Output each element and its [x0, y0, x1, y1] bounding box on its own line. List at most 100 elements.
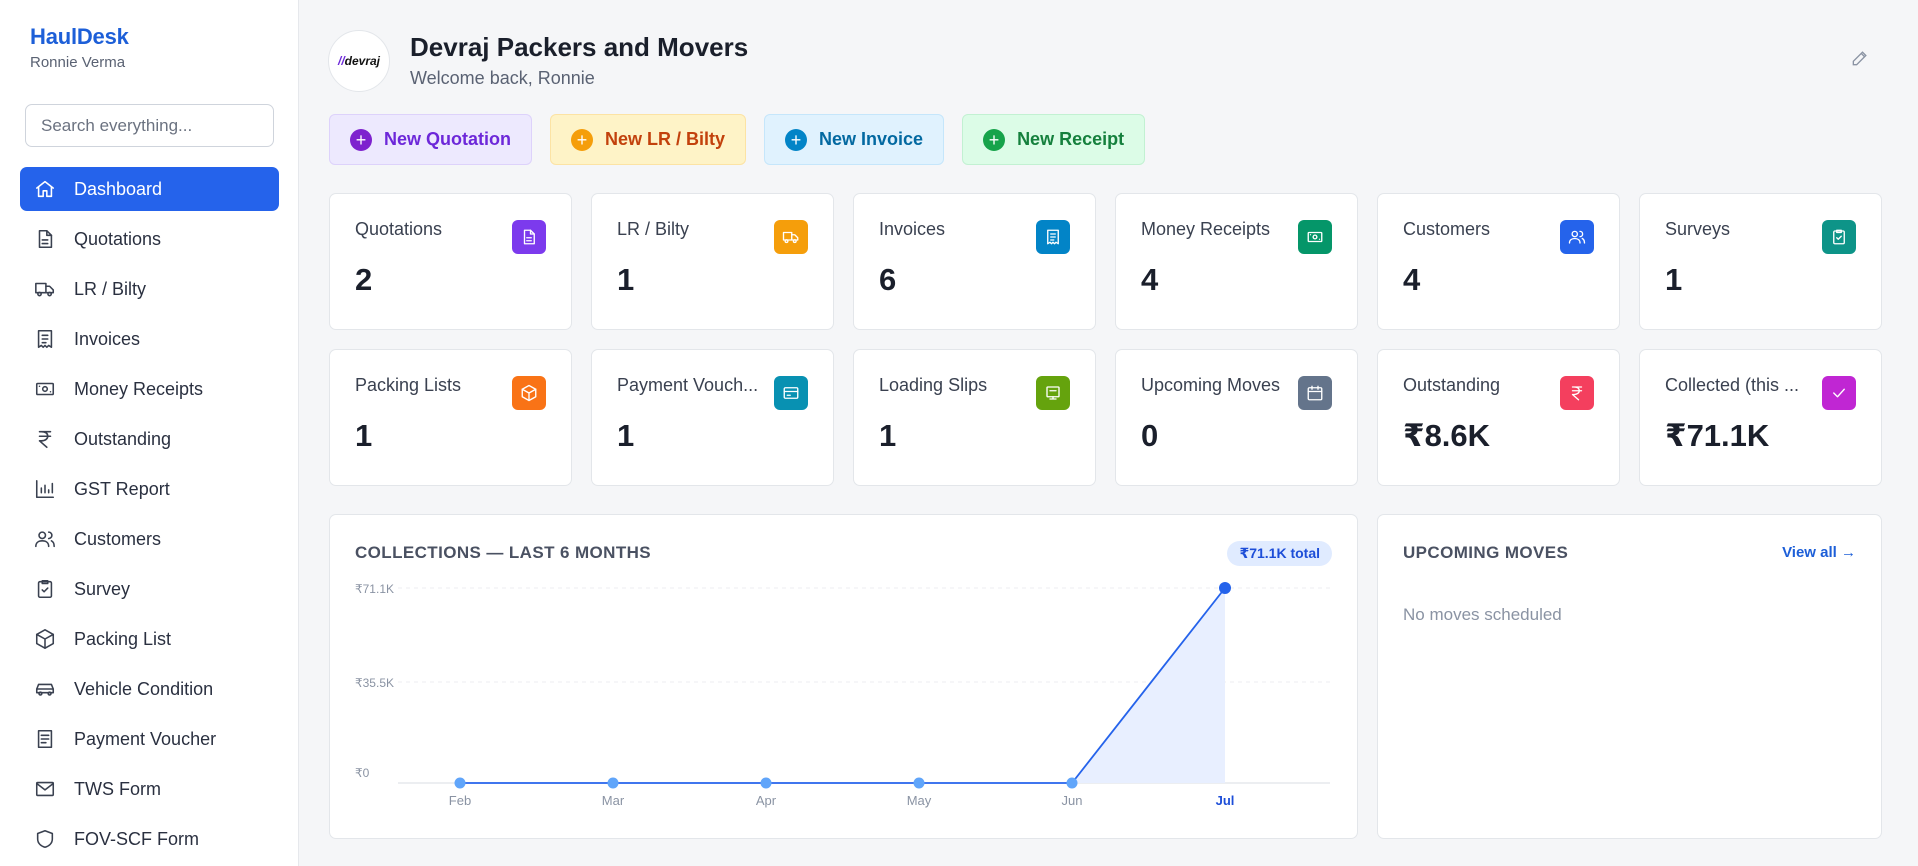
banknote-icon — [34, 378, 56, 400]
x-tick-label: May — [907, 793, 932, 808]
shield-icon — [34, 828, 56, 850]
brand-user: Ronnie Verma — [30, 54, 126, 71]
check-icon — [1822, 376, 1856, 410]
stat-card-outstanding[interactable]: Outstanding ₹8.6K — [1377, 349, 1620, 486]
sidebar-item-label: Customers — [74, 528, 162, 549]
sidebar-nav: Dashboard Quotations LR / Bilty Invoices Mon… — [20, 167, 279, 866]
sidebar-item-invoices[interactable]: Invoices — [20, 317, 279, 361]
sidebar-item-lr-bilty[interactable]: LR / Bilty — [20, 267, 279, 311]
stat-label: Quotations — [355, 219, 443, 239]
x-tick-label: Mar — [602, 793, 625, 808]
home-icon — [34, 178, 56, 200]
receipt-icon — [1036, 220, 1070, 254]
rupee-icon — [1560, 376, 1594, 410]
stat-card-invoices[interactable]: Invoices 6 — [853, 193, 1096, 330]
sidebar-item-gst-report[interactable]: GST Report — [20, 467, 279, 511]
sidebar-item-quotations[interactable]: Quotations — [20, 217, 279, 261]
sidebar-item-label: LR / Bilty — [74, 278, 147, 299]
new-quotation-button[interactable]: + New Quotation — [329, 114, 532, 165]
stat-card-payment-vouch[interactable]: Payment Vouch... 1 — [591, 349, 834, 486]
sidebar-item-dashboard[interactable]: Dashboard — [20, 167, 279, 211]
brand: HaulDesk Ronnie Verma — [30, 24, 129, 71]
car-icon — [34, 678, 56, 700]
bar-chart-icon — [34, 478, 56, 500]
collections-title: COLLECTIONS — LAST 6 MONTHS — [355, 543, 652, 562]
stat-label: Collected (this ... — [1665, 375, 1800, 395]
stat-value: ₹8.6K — [1403, 418, 1491, 453]
slip-icon — [1036, 376, 1070, 410]
sidebar-item-label: Packing List — [74, 628, 172, 649]
stat-card-collected-this[interactable]: Collected (this ... ₹71.1K — [1639, 349, 1882, 486]
y-tick-label: ₹35.5K — [355, 676, 394, 690]
rupee-icon — [34, 428, 56, 450]
stat-label: Surveys — [1665, 219, 1731, 239]
data-point[interactable] — [607, 777, 619, 789]
stat-card-quotations[interactable]: Quotations 2 — [329, 193, 572, 330]
quick-actions: + New Quotation + New LR / Bilty + New Invoic… — [329, 114, 1146, 165]
sidebar-item-tws-form[interactable]: TWS Form — [20, 767, 279, 811]
stat-label: Packing Lists — [355, 375, 462, 395]
box-icon — [512, 376, 546, 410]
new-invoice-button[interactable]: + New Invoice — [764, 114, 945, 165]
data-point[interactable] — [1066, 777, 1078, 789]
edit-icon[interactable] — [1850, 48, 1872, 70]
data-point[interactable] — [454, 777, 466, 789]
empty-moves-note: No moves scheduled — [1403, 605, 1562, 624]
card-icon — [774, 376, 808, 410]
data-point[interactable] — [760, 777, 772, 789]
stat-card-upcoming-moves[interactable]: Upcoming Moves 0 — [1115, 349, 1358, 486]
new-lr-bilty-button[interactable]: + New LR / Bilty — [550, 114, 747, 165]
voucher-icon — [34, 728, 56, 750]
sidebar-item-packing-list[interactable]: Packing List — [20, 617, 279, 661]
stat-card-lr-bilty[interactable]: LR / Bilty 1 — [591, 193, 834, 330]
receipt-icon — [34, 328, 56, 350]
sidebar-item-label: Survey — [74, 578, 131, 599]
sidebar-item-survey[interactable]: Survey — [20, 567, 279, 611]
stat-value: 4 — [1403, 262, 1421, 297]
sidebar-item-label: Invoices — [74, 328, 141, 349]
users-icon — [34, 528, 56, 550]
stat-card-surveys[interactable]: Surveys 1 — [1639, 193, 1882, 330]
stats-grid: Quotations 2 LR / Bilty 1 Invoices 6 Money Rec… — [329, 193, 1882, 486]
stat-card-loading-slips[interactable]: Loading Slips 1 — [853, 349, 1096, 486]
action-label: New Quotation — [384, 129, 511, 149]
sidebar-item-customers[interactable]: Customers — [20, 517, 279, 561]
stat-label: Loading Slips — [879, 375, 988, 395]
sidebar-item-fov-scf-form[interactable]: FOV-SCF Form — [20, 817, 279, 861]
y-tick-label: ₹0 — [355, 766, 370, 780]
stat-card-packing-lists[interactable]: Packing Lists 1 — [329, 349, 572, 486]
series-line — [460, 587, 1226, 784]
sidebar-item-money-receipts[interactable]: Money Receipts — [20, 367, 279, 411]
stat-value: 1 — [617, 418, 635, 453]
stat-value: ₹71.1K — [1665, 418, 1770, 453]
sidebar-item-label: Money Receipts — [74, 378, 204, 399]
view-all-link[interactable]: View all → — [1782, 544, 1856, 561]
company-logo: //devraj — [328, 30, 390, 92]
welcome-text: Welcome back, Ronnie — [410, 68, 595, 88]
document-icon — [512, 220, 546, 254]
sidebar-item-outstanding[interactable]: Outstanding — [20, 417, 279, 461]
stat-value: 1 — [1665, 262, 1683, 297]
stat-value: 0 — [1141, 418, 1159, 453]
stat-value: 6 — [879, 262, 897, 297]
sidebar-item-vehicle-condition[interactable]: Vehicle Condition — [20, 667, 279, 711]
collections-chart: ₹0 ₹35.5K ₹71.1K Feb Mar Apr May Jun Jul — [355, 582, 1330, 808]
x-tick-label: Apr — [756, 793, 777, 808]
action-label: New Invoice — [819, 129, 924, 149]
clipboard-check-icon — [34, 578, 56, 600]
sidebar-item-label: GST Report — [74, 478, 170, 499]
data-point[interactable] — [1219, 582, 1231, 594]
stat-card-customers[interactable]: Customers 4 — [1377, 193, 1620, 330]
search-input[interactable] — [25, 104, 274, 147]
sidebar-item-label: Quotations — [74, 228, 162, 249]
data-point[interactable] — [913, 777, 925, 789]
calendar-icon — [1298, 376, 1332, 410]
sidebar: HaulDesk Ronnie Verma Dashboard Quotation… — [0, 0, 299, 866]
brand-name[interactable]: HaulDesk — [30, 24, 129, 49]
stat-card-money-receipts[interactable]: Money Receipts 4 — [1115, 193, 1358, 330]
stat-value: 4 — [1141, 262, 1159, 297]
stat-label: Invoices — [879, 219, 946, 239]
sidebar-item-payment-voucher[interactable]: Payment Voucher — [20, 717, 279, 761]
action-label: New Receipt — [1017, 129, 1125, 149]
new-receipt-button[interactable]: + New Receipt — [962, 114, 1146, 165]
